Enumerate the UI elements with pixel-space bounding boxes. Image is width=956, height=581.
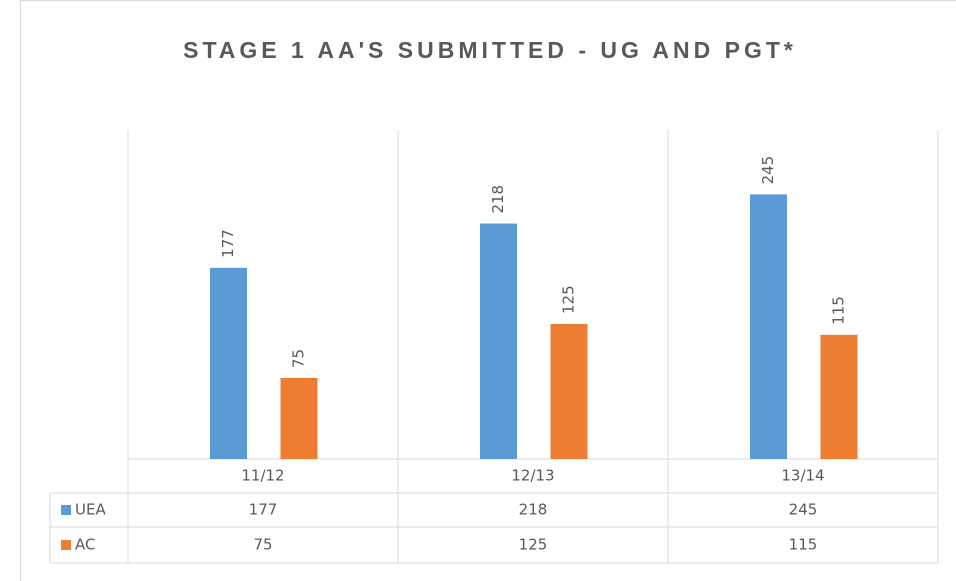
x-tick-label: 12/13 [511,467,554,485]
bar [280,378,318,459]
data-label: 218 [489,185,507,214]
data-label: 245 [759,156,777,185]
x-tick-label: 11/12 [241,467,284,485]
bar [820,334,858,459]
bar [210,267,247,459]
table-cell: 218 [519,501,548,519]
legend-key [61,505,71,515]
chart-title: STAGE 1 AA'S SUBMITTED - UG AND PGT* [183,37,797,63]
legend-label: UEA [75,501,106,519]
chart-border [20,0,956,581]
table-cell: 115 [789,536,818,554]
data-label: 177 [219,229,237,258]
table-cell: 125 [519,536,548,554]
data-label: 115 [830,296,848,325]
data-label: 75 [290,349,308,368]
bar [750,194,787,459]
table-cell: 177 [249,501,278,519]
table-cell: 75 [253,536,272,554]
bar [550,324,588,459]
legend-label: AC [75,536,95,554]
data-label: 125 [560,285,578,314]
table-cell: 245 [789,501,818,519]
legend-key [61,540,71,550]
bar [480,223,517,459]
x-tick-label: 13/14 [781,467,824,485]
